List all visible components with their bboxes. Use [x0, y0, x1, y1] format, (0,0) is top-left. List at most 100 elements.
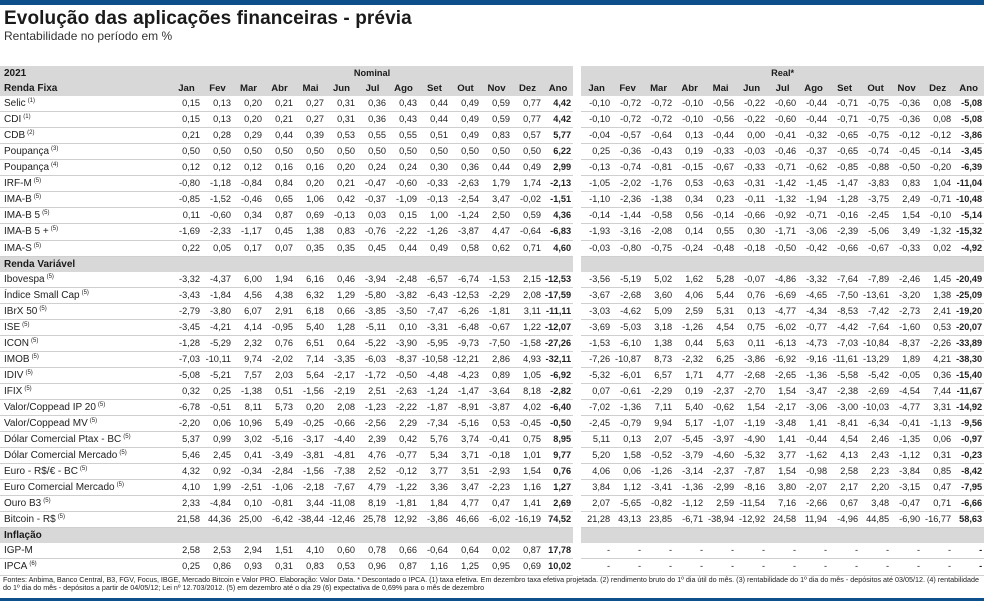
real-year-value: -19,20: [953, 303, 984, 320]
column-gap: [573, 159, 582, 176]
real-value: -7,64: [829, 271, 861, 288]
nominal-value: 2,32: [233, 335, 264, 352]
real-value: -9,16: [798, 351, 830, 368]
real-value: -0,56: [705, 111, 737, 129]
nominal-year-value: -2,13: [543, 175, 574, 193]
row-label-text: Dólar Comercial Mercado: [4, 450, 118, 462]
column-gap: [573, 383, 582, 400]
real-value: -2,45: [581, 415, 613, 433]
nominal-value: -10,58: [419, 351, 450, 368]
real-value: -0,79: [612, 415, 644, 433]
nominal-value: -4,37: [202, 271, 233, 288]
real-value: -1,45: [798, 175, 830, 193]
real-value: -: [581, 543, 613, 560]
nominal-year-value: 0,76: [543, 463, 574, 481]
row-label-text: Valor/Coppead IP 20: [4, 402, 96, 413]
column-gap: [573, 367, 582, 384]
month-header: Jul: [357, 81, 388, 97]
nominal-value: -4,40: [326, 431, 357, 449]
real-value: -6,10: [612, 335, 644, 352]
footnote-marker: (5): [57, 514, 66, 521]
real-value: 8,73: [643, 351, 675, 368]
real-value: -: [860, 543, 892, 560]
real-value: -7,02: [581, 399, 613, 417]
real-value: -0,71: [922, 191, 954, 209]
table-row: Selic (1) 0,15 0,13 0,20 0,21 0,27 0,31 0,36 0,43…: [0, 96, 984, 113]
nominal-year-value: 9,77: [543, 447, 574, 465]
real-value: -5,58: [829, 367, 861, 384]
nominal-header: Nominal: [171, 66, 574, 82]
real-value: -: [922, 558, 954, 576]
column-gap: [573, 96, 582, 112]
real-value: -0,66: [736, 207, 768, 225]
table-row: ICON (5) -1,28 -5,29 2,32 0,76 6,51 0,64 -5,22 -3…: [0, 335, 984, 352]
nominal-value: 1,84: [419, 495, 450, 513]
nominal-value: 0,44: [419, 96, 450, 113]
real-value: 3,60: [643, 287, 675, 304]
table-row: CDI (1) 0,15 0,13 0,20 0,21 0,27 0,31 0,36 0,43 0,…: [0, 111, 984, 129]
footnote-marker: (2): [27, 130, 35, 137]
real-value: -1,26: [674, 319, 706, 336]
nominal-value: 8,11: [233, 399, 264, 417]
real-year-value: -5,08: [953, 111, 984, 129]
nominal-value: 5,76: [419, 431, 450, 449]
nominal-value: -3,35: [326, 351, 357, 368]
real-value: -0,44: [705, 127, 737, 145]
row-label: IPCA (6): [0, 558, 171, 576]
real-value: 1,41: [767, 431, 799, 449]
real-value: -2,70: [736, 383, 768, 400]
real-value: 0,67: [829, 495, 861, 513]
nominal-value: 0,83: [481, 127, 512, 145]
nominal-value: -2,19: [326, 383, 357, 400]
real-value: 21,28: [581, 511, 613, 529]
real-value: 2,49: [891, 191, 923, 209]
real-value: -0,60: [767, 111, 799, 129]
real-value: -0,44: [798, 111, 830, 129]
real-value: -0,62: [705, 399, 737, 417]
real-value: -4,77: [891, 399, 923, 417]
real-value: -3,56: [581, 271, 613, 288]
nominal-value: -3,45: [171, 319, 202, 336]
real-value: -0,03: [581, 240, 613, 257]
real-value: -0,75: [860, 127, 892, 145]
table-row: Ibovespa (5) -3,32 -4,37 6,00 1,94 6,16 0,46 -3,…: [0, 271, 984, 288]
real-value: -2,69: [860, 383, 892, 400]
row-label-text: Euro Comercial Mercado: [4, 482, 115, 494]
month-header: Abr: [674, 81, 706, 97]
table-row: IMA-B 5 (5) 0,11 -0,60 0,34 0,87 0,69 -0,13 0,03…: [0, 207, 984, 225]
nominal-value: 0,44: [264, 127, 295, 145]
real-year-value: -3,86: [953, 127, 984, 145]
real-year-value: 58,63: [953, 511, 984, 529]
nominal-value: -1,09: [388, 191, 419, 209]
real-value: -0,22: [736, 111, 768, 129]
real-value: 1,54: [736, 399, 768, 417]
nominal-value: 0,49: [419, 240, 450, 257]
nominal-value: -0,60: [388, 175, 419, 193]
nominal-value: 2,15: [512, 271, 543, 288]
nominal-value: -7,34: [419, 415, 450, 433]
nominal-value: 0,84: [264, 175, 295, 193]
nominal-value: -1,72: [357, 367, 388, 384]
nominal-value: -6,74: [450, 271, 481, 288]
real-value: -: [829, 558, 861, 576]
real-year-value: -10,48: [953, 191, 984, 209]
nominal-value: 0,20: [233, 111, 264, 129]
real-value: -2,37: [705, 463, 737, 481]
month-header: Nov: [481, 81, 512, 97]
real-value: -1,12: [891, 447, 923, 465]
nominal-value: 0,10: [388, 319, 419, 336]
real-value: -2,07: [798, 479, 830, 497]
nominal-year-value: 4,60: [543, 240, 574, 257]
real-value: 0,53: [922, 319, 954, 336]
returns-table: 2021 Nominal Real* Renda Fixa Jan Fev Mar Abr Ma…: [0, 66, 984, 576]
nominal-value: 0,53: [481, 415, 512, 433]
nominal-year-value: 4,36: [543, 207, 574, 225]
nominal-value: 2,51: [357, 383, 388, 400]
nominal-value: 0,17: [233, 240, 264, 257]
nominal-value: 4,38: [264, 287, 295, 304]
nominal-value: -1,18: [202, 175, 233, 193]
nominal-year-value: 4,42: [543, 96, 574, 113]
nominal-value: 0,05: [202, 240, 233, 257]
real-value: -0,77: [798, 319, 830, 336]
nominal-value: -6,26: [450, 303, 481, 320]
